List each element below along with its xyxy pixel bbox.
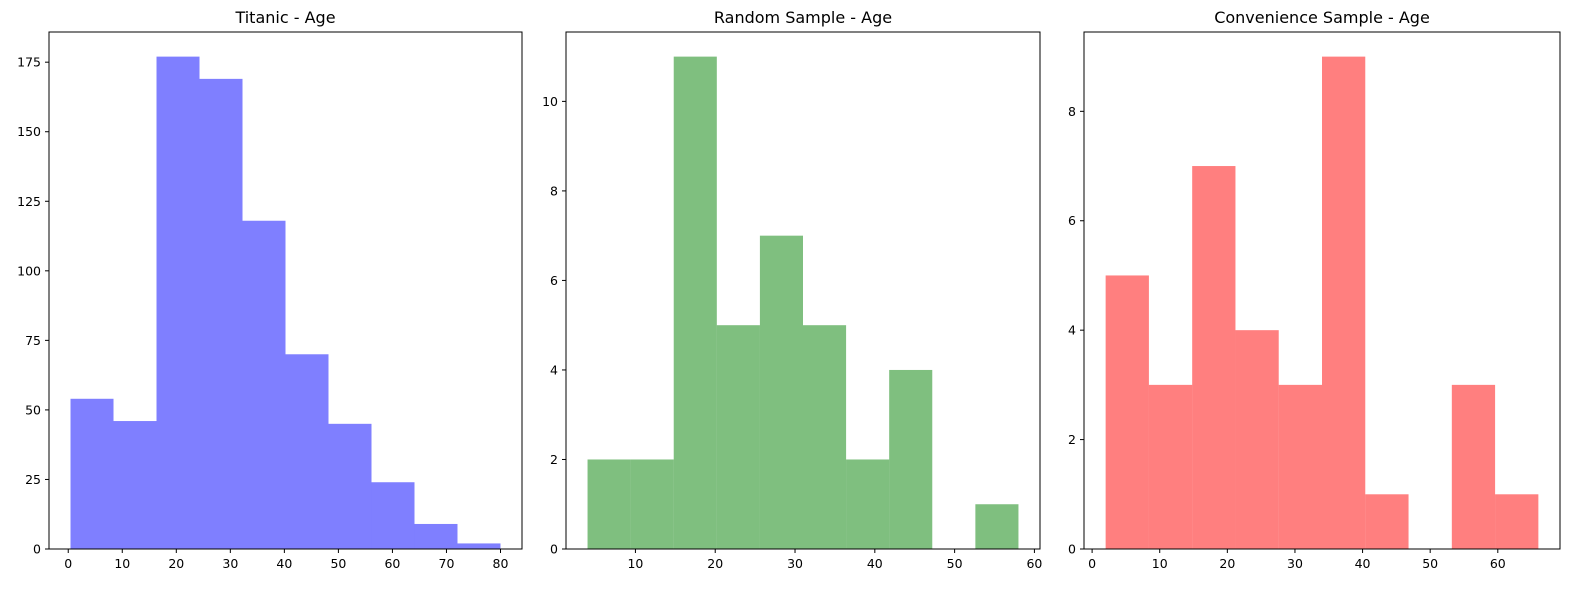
y-tick-label: 75 <box>25 333 41 348</box>
histogram-bar <box>199 78 243 550</box>
x-tick-label: 0 <box>64 556 72 571</box>
x-tick-label: 20 <box>168 556 184 571</box>
histogram-bar <box>113 421 157 549</box>
histogram-bar <box>1105 275 1149 549</box>
histogram-bar <box>975 504 1019 549</box>
x-tick-label: 70 <box>439 556 455 571</box>
histogram-bar <box>1278 384 1322 549</box>
histogram-bar <box>673 56 717 549</box>
histogram-bar <box>716 325 760 549</box>
histogram-bar <box>1322 56 1366 549</box>
histogram-bar <box>1495 494 1539 549</box>
bars <box>70 56 501 550</box>
axes-frame <box>1083 31 1561 550</box>
x-tick-label: 50 <box>1422 556 1438 571</box>
panel-titanic-age: Titanic - Age 0 10 20 30 40 50 60 70 80 0 25 50 75 10… <box>17 8 523 571</box>
chart-title: Titanic - Age <box>234 8 335 27</box>
x-tick-label: 60 <box>1490 556 1506 571</box>
y-tick-label: 0 <box>33 542 41 557</box>
x-tick-label: 60 <box>384 556 400 571</box>
y-tick-label: 10 <box>542 94 558 109</box>
x-tick-label: 30 <box>1287 556 1303 571</box>
histogram-bar <box>1148 384 1193 549</box>
y-tick-label: 0 <box>1068 542 1076 557</box>
y-tick-label: 0 <box>550 542 558 557</box>
histogram-bar <box>414 523 458 549</box>
y-tick-label: 125 <box>17 194 41 209</box>
bars <box>1105 56 1539 549</box>
chart-title: Convenience Sample - Age <box>1214 8 1430 27</box>
y-tick-label: 50 <box>25 402 41 417</box>
histogram-bar <box>803 325 847 549</box>
y-tick-label: 25 <box>25 472 41 487</box>
x-tick-label: 10 <box>627 556 643 571</box>
histogram-bar <box>242 220 286 549</box>
histogram-bar <box>1192 166 1236 549</box>
x-tick-label: 30 <box>222 556 238 571</box>
axes-frame <box>48 31 523 550</box>
x-tick-label: 60 <box>1026 556 1042 571</box>
y-tick-label: 100 <box>17 263 41 278</box>
chart-title: Random Sample - Age <box>714 8 892 27</box>
x-tick-label: 0 <box>1088 556 1096 571</box>
histogram-bar <box>457 543 501 549</box>
x-tick-label: 10 <box>1152 556 1168 571</box>
y-tick-label: 175 <box>17 55 41 70</box>
panel-convenience-sample-age: Convenience Sample - Age 0 10 20 30 40 50 60 0 2… <box>1068 8 1561 571</box>
histogram-bar <box>1235 330 1279 549</box>
y-tick-label: 8 <box>550 183 558 198</box>
x-tick-label: 20 <box>1219 556 1235 571</box>
axes-frame <box>565 31 1041 550</box>
x-tick-label: 40 <box>867 556 883 571</box>
histogram-bar <box>371 482 415 549</box>
x-tick-label: 40 <box>276 556 292 571</box>
histogram-bar <box>285 354 329 549</box>
histogram-bar <box>587 459 631 549</box>
x-tick-label: 80 <box>493 556 509 571</box>
histogram-bar <box>889 369 933 549</box>
x-tick-label: 50 <box>330 556 346 571</box>
histogram-bar <box>630 459 674 549</box>
histogram-bar <box>156 56 200 549</box>
y-tick-label: 6 <box>550 273 558 288</box>
histogram-bar <box>846 459 890 549</box>
bars <box>587 56 1019 549</box>
y-tick-label: 4 <box>550 362 558 377</box>
x-tick-label: 40 <box>1355 556 1371 571</box>
panel-random-sample-age: Random Sample - Age 10 20 30 40 50 60 0 2 4 6 8 10 <box>542 8 1042 571</box>
x-tick-label: 10 <box>114 556 130 571</box>
y-tick-label: 4 <box>1068 323 1076 338</box>
y-tick-label: 2 <box>550 452 558 467</box>
y-tick-label: 6 <box>1068 213 1076 228</box>
x-tick-label: 30 <box>787 556 803 571</box>
x-tick-label: 50 <box>947 556 963 571</box>
histogram-bar <box>70 398 114 549</box>
histogram-bar <box>328 423 372 549</box>
x-tick-label: 20 <box>707 556 723 571</box>
histogram-bar <box>1451 384 1496 549</box>
y-tick-label: 8 <box>1068 104 1076 119</box>
y-tick-label: 2 <box>1068 432 1076 447</box>
histogram-bar <box>759 235 803 549</box>
histogram-bar <box>1365 494 1409 549</box>
y-tick-label: 150 <box>17 124 41 139</box>
